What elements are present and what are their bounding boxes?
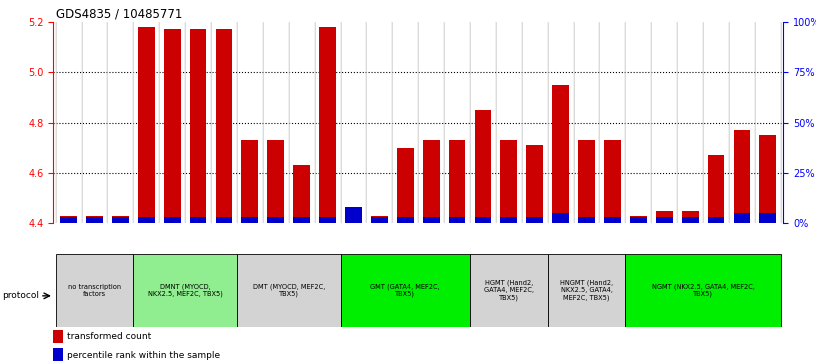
Text: percentile rank within the sample: percentile rank within the sample — [67, 351, 220, 359]
Bar — [604, 217, 621, 223]
Bar — [681, 211, 698, 223]
Bar — [707, 217, 725, 223]
Bar — [138, 27, 155, 223]
Bar — [397, 217, 414, 223]
Text: NGMT (NKX2.5, GATA4, MEF2C,
TBX5): NGMT (NKX2.5, GATA4, MEF2C, TBX5) — [652, 284, 755, 297]
Text: protocol: protocol — [2, 291, 39, 300]
Text: GMT (GATA4, MEF2C,
TBX5): GMT (GATA4, MEF2C, TBX5) — [370, 284, 440, 297]
Bar — [760, 135, 776, 223]
Bar — [552, 85, 569, 223]
Bar — [164, 217, 180, 223]
Bar — [242, 217, 259, 223]
Text: transformed count: transformed count — [67, 333, 152, 341]
Bar — [242, 140, 259, 223]
Bar — [133, 254, 237, 327]
Bar — [734, 213, 751, 223]
Bar — [60, 216, 77, 223]
Bar — [371, 217, 388, 223]
Bar — [189, 217, 206, 223]
Bar — [500, 140, 517, 223]
Bar — [470, 254, 548, 327]
Bar — [630, 216, 647, 223]
Bar — [55, 254, 133, 327]
Bar — [215, 29, 233, 223]
Bar — [500, 217, 517, 223]
Bar — [138, 217, 155, 223]
Bar — [526, 145, 543, 223]
Bar — [604, 140, 621, 223]
Bar — [319, 27, 336, 223]
Bar — [578, 140, 595, 223]
Bar — [449, 217, 465, 223]
Text: DMT (MYOCD, MEF2C,
TBX5): DMT (MYOCD, MEF2C, TBX5) — [253, 284, 325, 297]
Bar — [112, 216, 129, 223]
Bar — [345, 211, 361, 223]
Bar — [475, 217, 491, 223]
Bar — [164, 29, 180, 223]
Bar — [86, 217, 103, 223]
Bar — [681, 217, 698, 223]
Bar — [268, 140, 284, 223]
Bar — [60, 217, 77, 223]
Text: DMNT (MYOCD,
NKX2.5, MEF2C, TBX5): DMNT (MYOCD, NKX2.5, MEF2C, TBX5) — [148, 284, 223, 297]
Bar — [475, 110, 491, 223]
Bar — [345, 207, 361, 223]
Bar — [423, 140, 440, 223]
Bar — [625, 254, 781, 327]
Bar — [578, 217, 595, 223]
Bar — [215, 217, 233, 223]
Bar — [630, 217, 647, 223]
Bar — [734, 130, 751, 223]
Bar — [112, 217, 129, 223]
Bar — [319, 217, 336, 223]
Bar — [526, 217, 543, 223]
Bar — [340, 254, 470, 327]
Bar — [53, 348, 64, 361]
Bar — [189, 29, 206, 223]
Bar — [552, 213, 569, 223]
Bar — [656, 217, 672, 223]
Bar — [237, 254, 340, 327]
Bar — [268, 217, 284, 223]
Bar — [293, 165, 310, 223]
Text: no transcription
factors: no transcription factors — [68, 284, 121, 297]
Text: GDS4835 / 10485771: GDS4835 / 10485771 — [55, 8, 182, 21]
Bar — [397, 148, 414, 223]
Bar — [423, 217, 440, 223]
Bar — [371, 216, 388, 223]
Bar — [548, 254, 625, 327]
Bar — [707, 155, 725, 223]
Bar — [760, 213, 776, 223]
Text: HGMT (Hand2,
GATA4, MEF2C,
TBX5): HGMT (Hand2, GATA4, MEF2C, TBX5) — [484, 280, 534, 301]
Bar — [53, 330, 64, 343]
Bar — [86, 216, 103, 223]
Bar — [449, 140, 465, 223]
Bar — [656, 211, 672, 223]
Text: HNGMT (Hand2,
NKX2.5, GATA4,
MEF2C, TBX5): HNGMT (Hand2, NKX2.5, GATA4, MEF2C, TBX5… — [560, 280, 613, 301]
Bar — [293, 217, 310, 223]
